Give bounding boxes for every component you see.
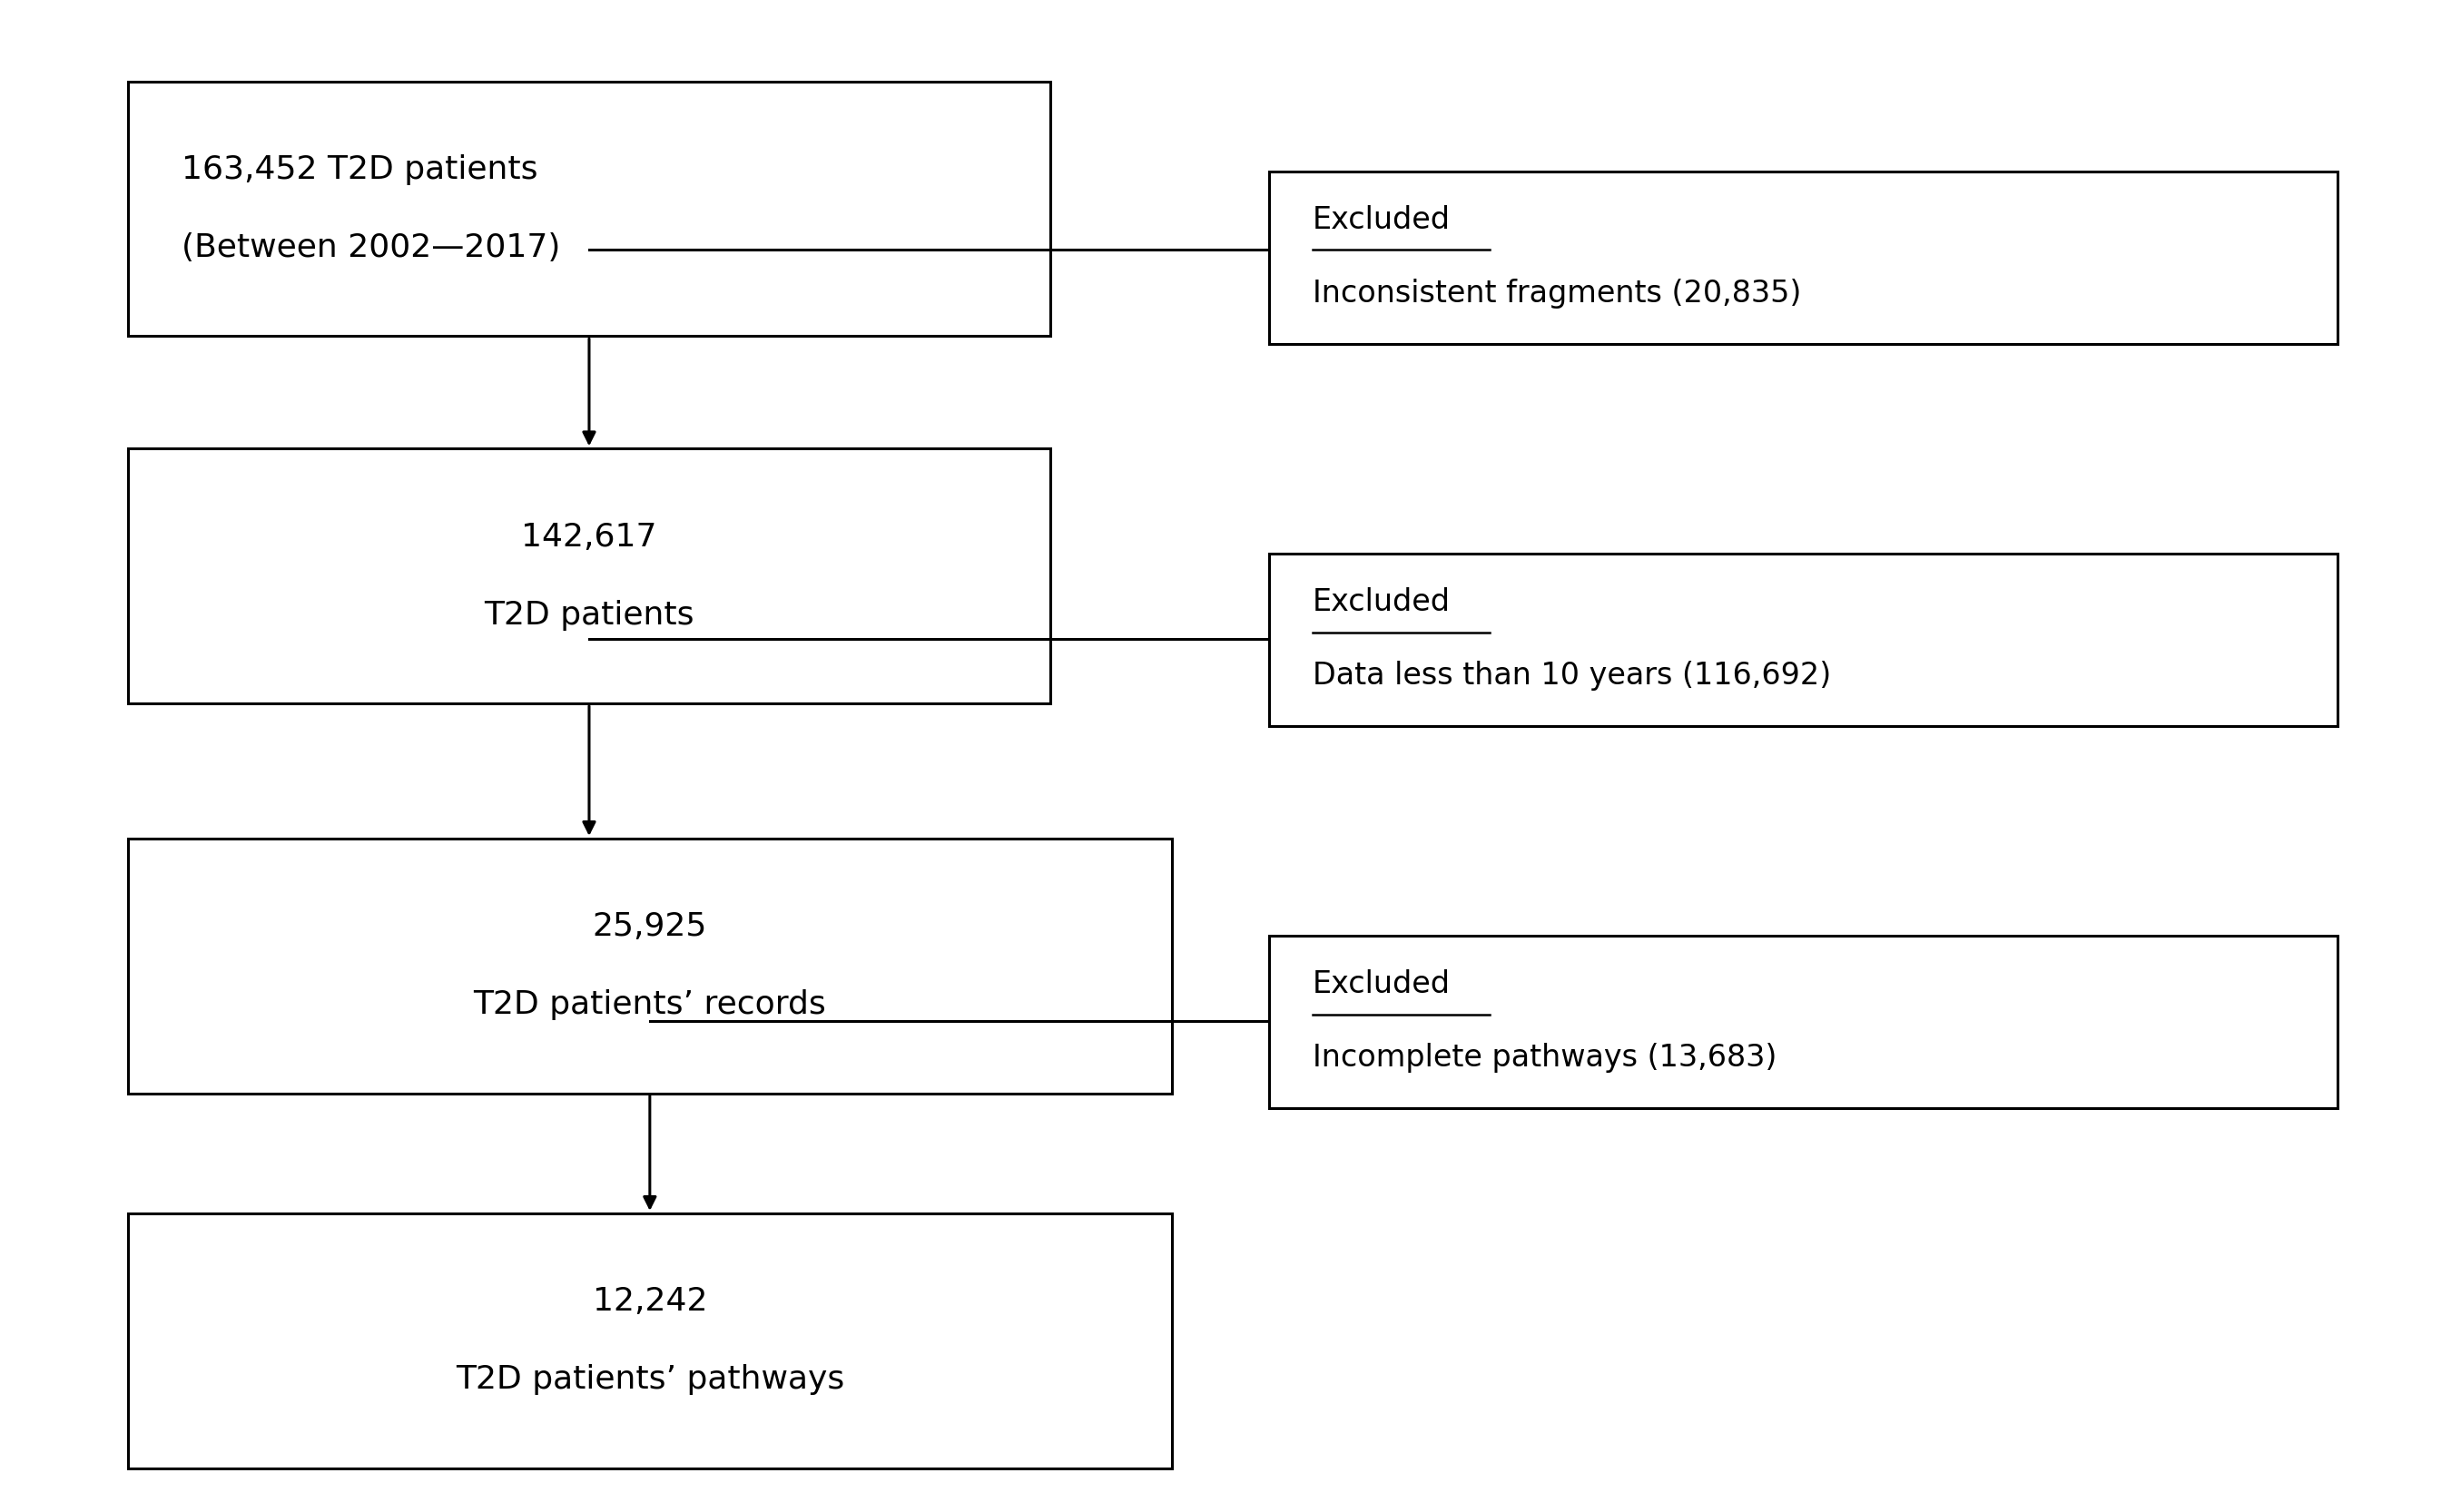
Text: Inconsistent fragments (20,835): Inconsistent fragments (20,835) — [1313, 278, 1801, 308]
Text: (Between 2002—2017): (Between 2002—2017) — [181, 233, 559, 263]
FancyBboxPatch shape — [1269, 171, 2338, 343]
Text: 163,452 T2D patients: 163,452 T2D patients — [181, 154, 537, 184]
Text: T2D patients’ records: T2D patients’ records — [474, 989, 825, 1021]
FancyBboxPatch shape — [127, 449, 1050, 703]
FancyBboxPatch shape — [127, 839, 1172, 1093]
Text: Incomplete pathways (13,683): Incomplete pathways (13,683) — [1313, 1043, 1777, 1074]
Text: 12,242: 12,242 — [593, 1287, 708, 1317]
Text: 25,925: 25,925 — [593, 912, 708, 942]
FancyBboxPatch shape — [127, 82, 1050, 336]
FancyBboxPatch shape — [127, 1213, 1172, 1468]
Text: 142,617: 142,617 — [522, 522, 657, 552]
Text: T2D patients’ pathways: T2D patients’ pathways — [456, 1364, 845, 1396]
Text: Excluded: Excluded — [1313, 587, 1450, 617]
Text: T2D patients: T2D patients — [483, 600, 693, 631]
FancyBboxPatch shape — [1269, 936, 2338, 1108]
Text: Data less than 10 years (116,692): Data less than 10 years (116,692) — [1313, 661, 1831, 691]
FancyBboxPatch shape — [1269, 553, 2338, 726]
Text: Excluded: Excluded — [1313, 206, 1450, 234]
Text: Excluded: Excluded — [1313, 969, 1450, 999]
